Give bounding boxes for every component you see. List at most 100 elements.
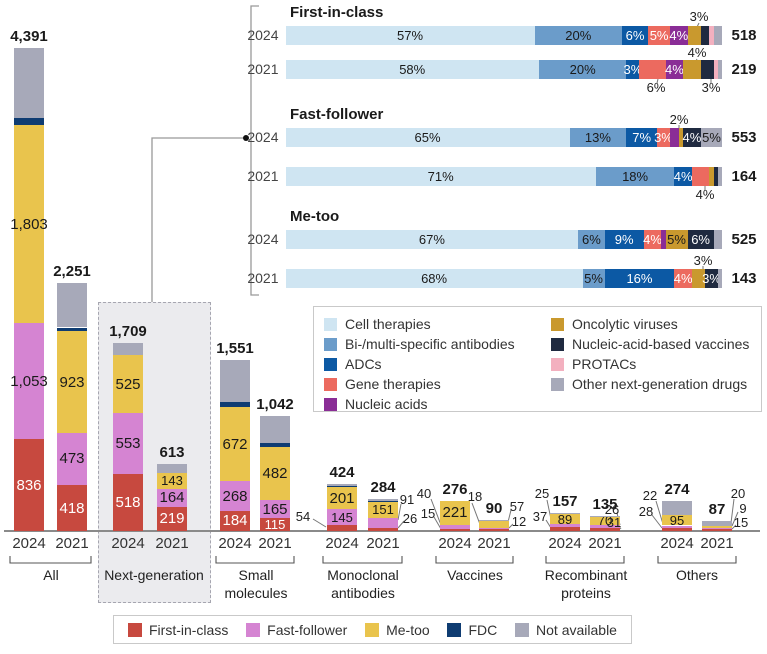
legend-item: Gene therapies (324, 375, 441, 393)
inset-segment-adc: 4% (673, 167, 693, 186)
inset-bar: 58% 20% 3% 4% (285, 60, 723, 79)
bar-segment-na (368, 499, 398, 501)
bar-segment-me (479, 521, 509, 528)
inset-callout-label: 4% (687, 45, 707, 60)
bar-segment-me: 201 (327, 487, 357, 510)
group-bracket (435, 556, 514, 564)
annotation-label: 54 (295, 509, 311, 524)
bar-segment-ff (702, 528, 732, 530)
annotation-label: 20 (730, 486, 746, 501)
legend-item: Nucleic acids (324, 395, 427, 413)
bar-segment-fic (440, 529, 470, 531)
legend-swatch-protac (551, 357, 564, 371)
legend-label: PROTACs (572, 356, 637, 372)
inset-segment-onc: 5% (665, 230, 688, 249)
inset-segment-gene: 4% (643, 230, 662, 249)
legend-label: ADCs (345, 356, 382, 372)
group-bracket (215, 556, 295, 564)
bar-segment-ff: 553 (113, 413, 143, 475)
year-tick-label: 2024 (218, 535, 252, 552)
inset-section-title: First-in-class (290, 4, 384, 21)
legend-item: First-in-class (128, 622, 228, 638)
legend-swatch-othng (551, 377, 564, 391)
inset-row: 2024 67% 6% 9% 4% 5% 6% 525 (243, 230, 767, 249)
legend-item: Oncolytic viruses (551, 315, 678, 333)
inset-total: 143 (731, 270, 757, 287)
bar-segment-me: 143 (157, 473, 187, 489)
year-tick-label: 2024 (111, 535, 145, 552)
bar-segment-na (157, 463, 187, 474)
bar-total: 424 (329, 464, 355, 482)
inset-total: 164 (731, 168, 757, 185)
year-tick-label: 2024 (438, 535, 472, 552)
legend-label: Not available (536, 621, 617, 638)
inset-segment-onc (687, 26, 701, 45)
bar-segment-fic: 836 (14, 439, 44, 531)
legend-label: Nucleic acids (345, 396, 428, 412)
inset-segment-adc: 3% (623, 60, 643, 79)
group-bracket (545, 556, 625, 564)
inset-total: 525 (731, 231, 757, 248)
inset-segment-cell: 71% (285, 167, 596, 186)
legend-label: Other next-generation drugs (572, 376, 748, 392)
bar-segment-fdc (14, 118, 44, 125)
legend-label: Gene therapies (345, 376, 441, 392)
bar-segment-fic: 418 (57, 485, 87, 531)
annotation-label: 25 (534, 486, 550, 501)
bar-segment-me: 672 (220, 407, 250, 482)
legend-swatch-adc (324, 357, 337, 371)
inset-bracket (250, 5, 259, 296)
inset-segment-navyvax: 3% (702, 269, 721, 288)
year-tick-label: 2021 (155, 535, 189, 552)
inset-callout-label: 3% (689, 9, 709, 24)
annotation-label: 26 (604, 502, 620, 517)
group-label: Monoclonal (327, 567, 399, 583)
bar-segment-fdc (260, 443, 290, 448)
inset-segment-nucleic: 4% (665, 60, 684, 79)
inset-total: 553 (731, 129, 757, 146)
inset-segment-nucleic: 4% (669, 26, 689, 45)
inset-row: 2024 65% 13% 7% 3% 4% 5% 553 (243, 128, 767, 147)
bar-segment-fic: 219 (157, 506, 187, 531)
annotation-label: 18 (467, 489, 483, 504)
bar-segment-me: 525 (113, 355, 143, 414)
bar-total: 87 (708, 501, 726, 519)
year-tick-label: 2024 (325, 535, 359, 552)
inset-segment-navyvax (713, 167, 719, 186)
annotation-label: 26 (402, 511, 418, 526)
bar-segment-me: 95 (662, 513, 692, 528)
bar-segment-fic (662, 527, 692, 531)
annotation-label: 91 (399, 492, 415, 507)
legend-label: FDC (468, 621, 498, 638)
inset-segment-navyvax (700, 60, 714, 79)
inset-year-label: 2021 (247, 61, 279, 77)
inset-segment-othng (718, 167, 723, 186)
legend-swatch-navyvax (551, 337, 564, 351)
inset-row: 2024 57% 20% 6% 5% 4% 518 (243, 26, 767, 45)
legend-swatch-onc (551, 317, 564, 331)
inset-segment-cell: 58% (285, 60, 539, 79)
group-label: molecules (224, 585, 288, 601)
legend-swatch-me (365, 622, 380, 637)
bar-segment-ff: 473 (57, 432, 87, 485)
bar-segment-ff: 164 (157, 488, 187, 507)
annotation-label: 15 (420, 506, 436, 521)
inset-segment-adc: 7% (626, 128, 657, 147)
inset-bar: 68% 5% 16% 4% 3% (285, 269, 723, 288)
bar-segment-na (220, 360, 250, 403)
bar-segment-fic (368, 528, 398, 531)
inset-connector-line (151, 137, 246, 302)
inset-segment-gene (691, 167, 710, 186)
legend-swatch-cell (324, 317, 337, 331)
bar-segment-ff (662, 525, 692, 528)
bar-total: 90 (485, 500, 503, 518)
bar-total: 1,709 (109, 323, 147, 340)
legend-item: ADCs (324, 355, 382, 373)
bar-segment-me: 70 (590, 513, 620, 528)
inset-year-label: 2024 (247, 27, 279, 43)
inset-segment-cell: 67% (285, 230, 579, 249)
year-tick-label: 2021 (55, 535, 89, 552)
inset-segment-cell: 68% (285, 269, 583, 288)
bar-segment-me (702, 526, 732, 529)
